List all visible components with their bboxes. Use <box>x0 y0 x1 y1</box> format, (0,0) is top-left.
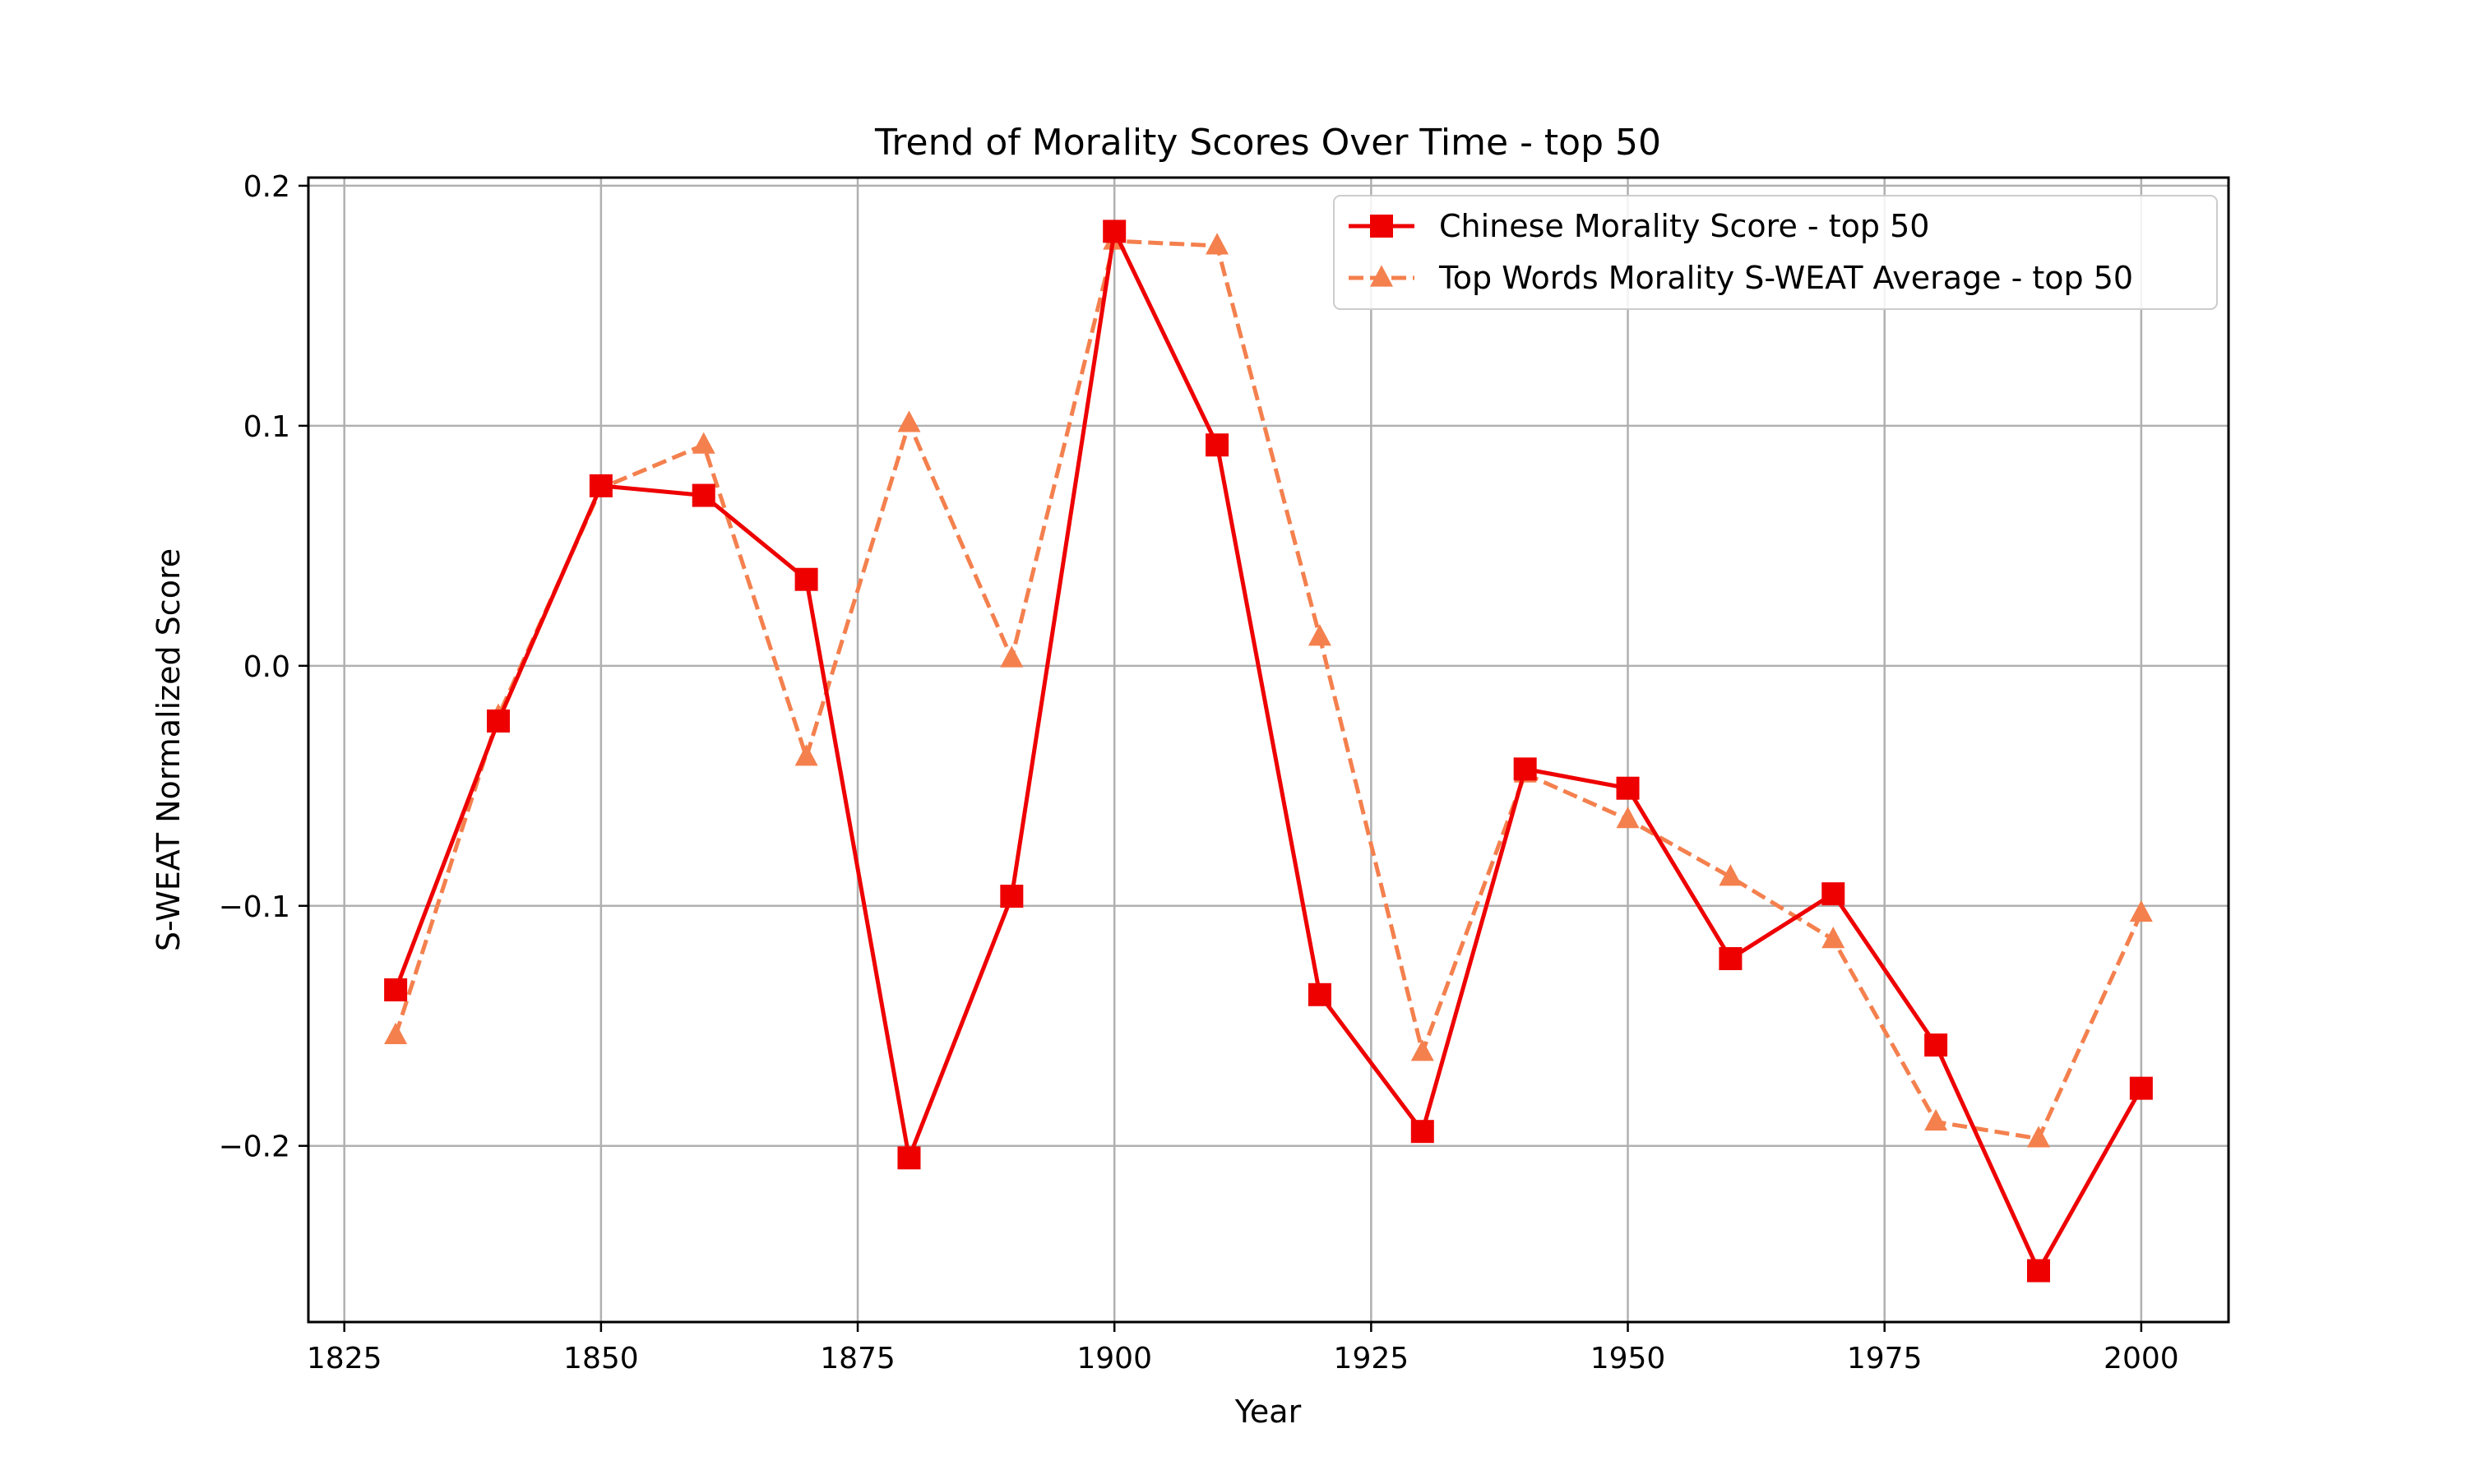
triangle-marker <box>1821 927 1845 949</box>
square-marker <box>384 978 408 1001</box>
x-tick-label: 1900 <box>1076 1342 1152 1375</box>
triangle-marker <box>692 432 715 454</box>
triangle-marker <box>1206 233 1229 255</box>
grid <box>308 178 2229 1322</box>
legend: Chinese Morality Score - top 50 Top Words… <box>1333 195 2218 310</box>
square-marker <box>589 474 613 497</box>
legend-box <box>1333 195 2218 310</box>
series-line-2 <box>393 238 2144 1141</box>
square-marker <box>1924 1033 1948 1057</box>
y-tick-label: 0.1 <box>243 410 290 444</box>
square-marker <box>2129 1076 2153 1100</box>
square-marker <box>1821 882 1845 906</box>
x-tick-label: 1875 <box>820 1342 896 1375</box>
square-marker <box>897 1146 921 1170</box>
triangle-marker <box>1924 1108 1948 1131</box>
triangle-marker <box>897 410 921 432</box>
triangle-marker <box>2026 1126 2050 1148</box>
triangle-marker <box>794 744 818 766</box>
square-marker <box>1308 982 1331 1006</box>
square-marker <box>1513 757 1537 781</box>
chart-title: Trend of Morality Scores Over Time - top… <box>874 122 1661 164</box>
square-marker <box>487 709 511 733</box>
square-marker <box>794 567 818 591</box>
square-marker <box>1616 776 1640 800</box>
y-tick-label: −0.2 <box>219 1130 290 1164</box>
x-tick-label: 1950 <box>1590 1342 1666 1375</box>
x-tick-label: 1925 <box>1334 1342 1409 1375</box>
legend-label-1: Chinese Morality Score - top 50 <box>1439 208 1929 244</box>
square-marker <box>1410 1120 1434 1144</box>
y-tick-label: 0.0 <box>243 650 290 684</box>
y-axis-label: S-WEAT Normalized Score <box>150 548 187 951</box>
triangle-marker <box>1308 624 1331 646</box>
triangle-marker <box>1616 807 1640 829</box>
square-marker <box>1000 885 1024 908</box>
triangle-marker <box>2129 899 2153 922</box>
square-marker <box>2026 1259 2050 1283</box>
x-tick-label: 1975 <box>1847 1342 1923 1375</box>
square-marker <box>1719 946 1743 970</box>
ticks: 1825 1850 1875 1900 1925 1950 1975 2000 −0.2 −0.1… <box>219 170 2179 1375</box>
series-1 <box>384 220 2153 1283</box>
legend-marker-2 <box>1370 265 1393 287</box>
legend-marker-1 <box>1370 215 1393 238</box>
triangle-marker <box>1410 1039 1434 1061</box>
square-marker <box>692 483 715 507</box>
x-tick-label: 1850 <box>563 1342 639 1375</box>
square-marker <box>1206 433 1229 457</box>
series-group <box>384 220 2153 1283</box>
y-tick-label: 0.2 <box>243 170 290 204</box>
legend-label-2: Top Words Morality S-WEAT Average - top … <box>1438 260 2133 296</box>
triangle-marker <box>1719 864 1743 886</box>
triangle-marker <box>1000 645 1024 668</box>
square-marker <box>1103 220 1127 243</box>
series-line-1 <box>393 229 2144 1274</box>
y-tick-label: −0.1 <box>219 890 290 924</box>
x-tick-label: 2000 <box>2104 1342 2179 1375</box>
plot-frame <box>307 176 2230 1324</box>
x-axis-label: Year <box>1234 1394 1302 1430</box>
triangle-marker <box>384 1022 408 1045</box>
x-tick-label: 1825 <box>307 1342 382 1375</box>
